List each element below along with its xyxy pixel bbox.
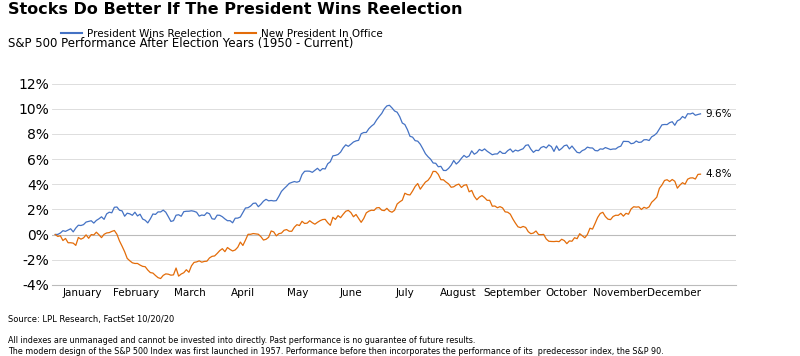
Text: All indexes are unmanaged and cannot be invested into directly. Past performance: All indexes are unmanaged and cannot be …: [8, 336, 664, 356]
Text: S&P 500 Performance After Election Years (1950 - Current): S&P 500 Performance After Election Years…: [8, 37, 354, 51]
Legend: President Wins Reelection, New President In Office: President Wins Reelection, New President…: [58, 25, 387, 43]
Text: Source: LPL Research, FactSet 10/20/20: Source: LPL Research, FactSet 10/20/20: [8, 315, 174, 324]
Text: Stocks Do Better If The President Wins Reelection: Stocks Do Better If The President Wins R…: [8, 2, 462, 17]
Text: 4.8%: 4.8%: [706, 169, 732, 179]
Text: 9.6%: 9.6%: [706, 109, 732, 119]
